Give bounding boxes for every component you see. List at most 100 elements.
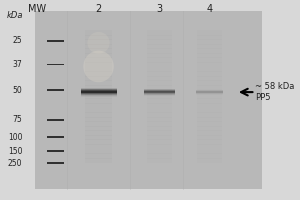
Bar [85,94,112,99]
Bar [85,149,112,154]
Text: ~ 58 kDa
PP5: ~ 58 kDa PP5 [255,82,295,102]
Text: 2: 2 [95,4,102,14]
Bar [197,76,222,81]
Bar [144,94,175,95]
Bar [85,117,112,122]
Bar [197,158,222,163]
Text: 250: 250 [8,159,22,168]
Bar [147,158,172,163]
Bar [144,92,175,93]
Bar [147,30,172,36]
Text: 3: 3 [157,4,163,14]
Bar [197,39,222,45]
Text: 37: 37 [13,60,22,69]
Bar [147,71,172,77]
Bar [47,40,64,42]
Bar [85,35,112,40]
Bar [147,57,172,63]
Bar [196,92,224,93]
Bar [80,96,117,97]
Bar [85,48,112,54]
Bar [85,103,112,108]
Bar [197,98,222,104]
Bar [147,67,172,72]
Bar [147,126,172,131]
Bar [147,94,172,99]
Bar [147,48,172,54]
Bar [47,89,64,91]
Bar [85,44,112,49]
Bar [196,93,224,94]
Bar [144,91,175,92]
Bar [144,90,175,91]
Bar [47,150,64,152]
Ellipse shape [87,32,110,54]
Bar [147,121,172,127]
Bar [144,89,175,90]
Bar [197,57,222,63]
Bar [85,76,112,81]
Text: 75: 75 [13,115,22,124]
Bar [85,85,112,90]
Bar [80,89,117,90]
Bar [85,121,112,127]
Bar [144,93,175,94]
Bar [147,153,172,159]
Bar [85,112,112,118]
Text: 150: 150 [8,147,22,156]
Bar [197,153,222,159]
Bar [80,88,117,89]
Bar [197,44,222,49]
Bar [85,71,112,77]
Bar [85,135,112,140]
Bar [147,149,172,154]
Bar [147,89,172,95]
Bar [147,62,172,67]
Bar [85,126,112,131]
Text: 50: 50 [13,86,22,95]
Bar [85,57,112,63]
Text: 25: 25 [13,36,22,45]
Bar [80,95,117,96]
Bar [196,91,224,92]
Bar [197,62,222,67]
Bar [147,117,172,122]
Bar [197,103,222,108]
Bar [197,144,222,149]
Bar [197,139,222,145]
Bar [80,92,117,93]
Bar [147,76,172,81]
Bar [147,98,172,104]
Bar [197,121,222,127]
Bar [147,44,172,49]
Bar [196,94,224,95]
Bar [147,130,172,136]
Bar [144,95,175,96]
Bar [80,94,117,95]
Bar [85,139,112,145]
Bar [47,162,64,164]
Bar [197,108,222,113]
Bar [147,112,172,118]
Bar [197,135,222,140]
Bar [147,80,172,86]
Bar [197,149,222,154]
Bar [197,67,222,72]
Bar [85,98,112,104]
Bar [80,91,117,92]
Bar [47,119,64,121]
Bar [85,144,112,149]
Bar [85,80,112,86]
Text: MW: MW [28,4,46,14]
Bar [85,62,112,67]
Bar [47,64,64,65]
Bar [85,39,112,45]
Text: 100: 100 [8,133,22,142]
Bar [85,53,112,58]
Bar [147,139,172,145]
Bar [197,80,222,86]
Bar [85,89,112,95]
Text: kDa: kDa [7,11,23,20]
Bar [147,35,172,40]
Bar [197,30,222,36]
